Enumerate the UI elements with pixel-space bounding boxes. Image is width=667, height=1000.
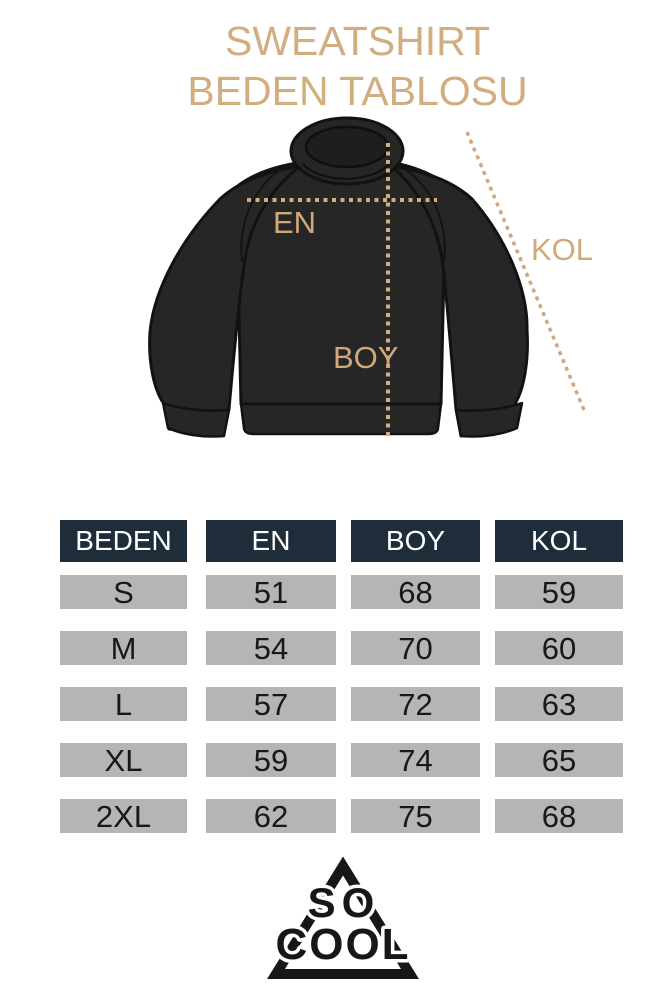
table-row-xl: XL 59 74 65 <box>0 743 667 778</box>
boy-cell: 74 <box>351 743 480 778</box>
kol-cell: 65 <box>495 743 623 778</box>
header-beden: BEDEN <box>60 520 187 562</box>
right-cuff <box>454 401 524 438</box>
sweatshirt-left-sleeve <box>148 164 302 438</box>
sweatshirt-diagram: EN BOY KOL <box>148 116 593 438</box>
en-cell: 51 <box>206 575 336 610</box>
size-table: BEDEN EN BOY KOL S 51 68 59 M 54 70 60 L… <box>0 520 667 855</box>
size-cell: XL <box>60 743 187 778</box>
page-title: SWEATSHIRT BEDEN TABLOSU <box>48 16 667 116</box>
table-row-l: L 57 72 63 <box>0 687 667 722</box>
boy-cell: 72 <box>351 687 480 722</box>
table-row-2xl: 2XL 62 75 68 <box>0 799 667 834</box>
table-row-s: S 51 68 59 <box>0 575 667 610</box>
table-header-row: BEDEN EN BOY KOL <box>0 520 667 562</box>
boy-cell: 70 <box>351 631 480 666</box>
en-cell: 62 <box>206 799 336 834</box>
table-row-m: M 54 70 60 <box>0 631 667 666</box>
page-title-line2: BEDEN TABLOSU <box>187 68 528 114</box>
hem-band <box>239 402 443 436</box>
size-cell: 2XL <box>60 799 187 834</box>
size-cell: L <box>60 687 187 722</box>
right-armhole-seam <box>404 168 446 263</box>
kol-cell: 60 <box>495 631 623 666</box>
boy-cell: 75 <box>351 799 480 834</box>
kol-cell: 59 <box>495 575 623 610</box>
width-label: EN <box>273 205 316 240</box>
length-label: BOY <box>333 340 398 375</box>
collar-rib-line <box>302 161 392 180</box>
boy-cell: 68 <box>351 575 480 610</box>
page-title-line1: SWEATSHIRT <box>225 18 490 64</box>
sleeve-label: KOL <box>531 232 593 267</box>
size-cell: M <box>60 631 187 666</box>
header-kol: KOL <box>495 520 623 562</box>
en-cell: 59 <box>206 743 336 778</box>
en-cell: 57 <box>206 687 336 722</box>
en-cell: 54 <box>206 631 336 666</box>
kol-cell: 68 <box>495 799 623 834</box>
kol-cell: 63 <box>495 687 623 722</box>
header-en: EN <box>206 520 336 562</box>
left-cuff <box>161 401 231 438</box>
so-cool-logo: SO COOL <box>267 856 419 979</box>
logo-triangle <box>267 856 419 979</box>
sweatshirt-right-sleeve <box>390 164 529 438</box>
header-boy: BOY <box>351 520 480 562</box>
logo-text-line2: COOL <box>275 920 410 969</box>
collar-opening <box>304 125 390 169</box>
logo-text-line1: SO <box>308 879 381 926</box>
size-cell: S <box>60 575 187 610</box>
left-armhole-seam <box>240 168 282 263</box>
